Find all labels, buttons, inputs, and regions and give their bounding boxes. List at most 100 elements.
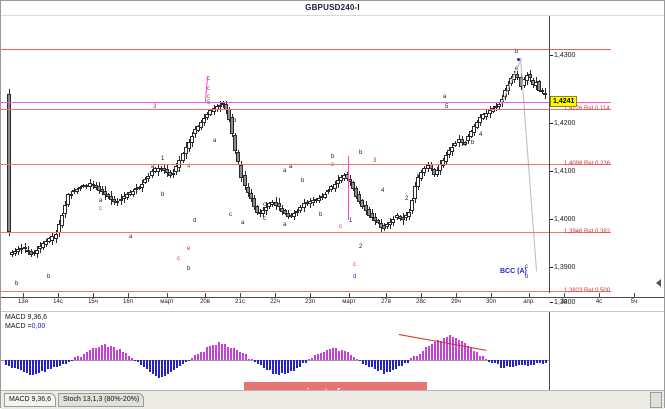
tab-stoch[interactable]: Stoch 13,1,3 (80%-20%): [58, 393, 145, 407]
macd-bar: [440, 340, 442, 360]
macd-bar: [152, 360, 154, 374]
macd-bar: [269, 360, 271, 371]
macd-bar: [260, 360, 262, 366]
candle-body: [54, 233, 58, 239]
candle-body: [401, 217, 405, 221]
candle-body: [252, 198, 256, 207]
macd-bar: [203, 351, 205, 360]
wave-label: 5: [207, 100, 211, 106]
price-axis-line: [549, 16, 550, 293]
macd-bar: [245, 354, 247, 360]
candle-body: [10, 252, 14, 256]
wave-label: b: [187, 266, 191, 272]
tabbar-scroll-button[interactable]: [650, 392, 662, 408]
macd-bar: [44, 360, 46, 372]
wave-label: c: [207, 86, 210, 92]
wave-label: e: [187, 246, 191, 252]
time-tick-mark: [128, 293, 129, 297]
candle-body: [503, 90, 507, 98]
candle-body: [156, 168, 160, 172]
candle-body: [506, 84, 510, 91]
macd-bar: [272, 360, 274, 375]
macd-pane[interactable]: MACD 9,36,6 MACD =0,00: [1, 311, 664, 390]
wave-label: a: [151, 164, 155, 170]
macd-bar: [416, 355, 418, 360]
macd-bar: [341, 350, 343, 360]
macd-bar: [431, 343, 433, 360]
candle-body: [509, 77, 513, 85]
candle-body: [333, 183, 337, 190]
candle-body: [472, 126, 476, 134]
candle-body: [528, 73, 532, 79]
macd-bar: [371, 360, 373, 367]
candle-body: [419, 172, 423, 180]
candle-body: [264, 206, 268, 211]
macd-bar: [242, 352, 244, 360]
candle-body: [543, 92, 547, 95]
time-tick-label: 20в: [200, 299, 210, 305]
fib-level-label: 1,4226 Ret 0.114: [564, 106, 610, 112]
candle-body: [522, 79, 526, 86]
indicator-tabbar[interactable]: MACD 9,36,6 Stoch 13,1,3 (80%-20%): [1, 390, 664, 409]
candle-body: [236, 151, 240, 163]
candle-body: [184, 146, 188, 155]
candle-body: [41, 242, 45, 248]
macd-bar: [368, 360, 370, 367]
macd-bar: [131, 357, 133, 360]
candle-body: [540, 89, 544, 93]
time-tick-mark: [599, 293, 600, 297]
candle-body: [174, 165, 178, 173]
macd-bar: [350, 354, 352, 360]
time-tick-label: март: [342, 299, 356, 305]
macd-axis-line: [549, 312, 550, 390]
macd-bar: [116, 349, 118, 360]
macd-bar: [413, 356, 415, 360]
wave-label: b: [471, 140, 475, 146]
candle-body: [435, 169, 439, 176]
candle-body: [7, 93, 11, 232]
wave-label: a: [213, 138, 217, 144]
candle-body: [348, 178, 352, 183]
candle-body: [357, 193, 361, 202]
wave-label: b: [417, 174, 421, 180]
macd-bar: [536, 360, 538, 364]
macd-bar: [215, 344, 217, 360]
pane-resize-arrow-icon[interactable]: [656, 279, 661, 287]
current-price-badge: 1,4241: [550, 96, 578, 107]
candle-body: [298, 206, 302, 211]
macd-bar: [446, 336, 448, 360]
candle-body: [150, 170, 154, 177]
macd-bar: [287, 360, 289, 374]
macd-bar: [335, 348, 337, 360]
wave-label: b: [331, 154, 335, 160]
tab-macd[interactable]: MACD 9,36,6: [4, 393, 57, 407]
time-tick-mark: [349, 293, 350, 297]
macd-value-row: MACD =0,00: [5, 323, 45, 330]
macd-bar: [476, 351, 478, 360]
time-tick-mark: [634, 293, 635, 297]
macd-bar: [155, 360, 157, 377]
candle-body: [44, 240, 48, 246]
candle-body: [134, 188, 138, 191]
macd-bar: [308, 358, 310, 360]
candle-body: [66, 194, 70, 205]
candle-body: [246, 186, 250, 194]
candle-body: [75, 189, 79, 193]
macd-bar: [392, 360, 394, 371]
candle-body: [407, 211, 411, 218]
candle-body: [302, 203, 306, 208]
wave-label: b: [161, 192, 165, 198]
candle-body: [463, 142, 467, 146]
wave-label: b: [319, 212, 323, 218]
macd-bar: [533, 360, 535, 366]
macd-bar: [491, 360, 493, 363]
wave-label: d: [193, 218, 197, 224]
macd-bar: [56, 360, 58, 368]
fib-level-label: 1,3946 Ret 0.382: [564, 229, 611, 235]
macd-bar: [266, 360, 268, 370]
macd-bar: [200, 352, 202, 360]
macd-bar: [467, 346, 469, 360]
candle-body: [453, 142, 457, 147]
